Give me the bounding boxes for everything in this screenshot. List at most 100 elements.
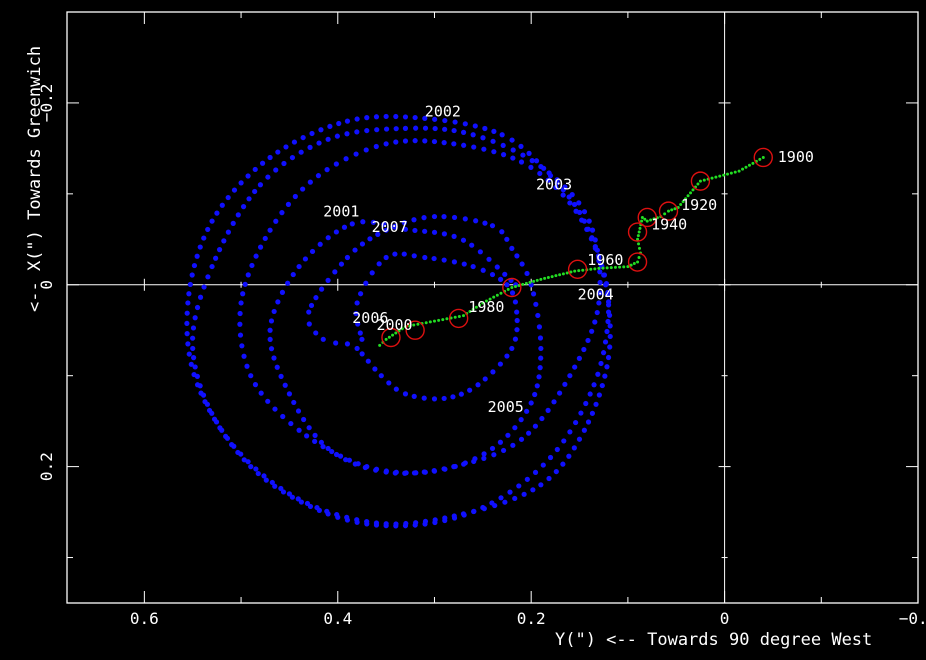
polar-motion-point	[504, 282, 510, 288]
secular-drift-point	[474, 305, 478, 309]
polar-motion-point	[184, 331, 190, 337]
polar-motion-point	[518, 143, 524, 149]
polar-motion-point	[502, 271, 508, 277]
polar-motion-point	[554, 180, 560, 186]
x-tick-label: −0.2	[899, 609, 926, 628]
polar-motion-point	[451, 141, 457, 147]
polar-motion-point	[197, 244, 203, 250]
polar-motion-point	[313, 295, 319, 301]
polar-motion-point	[451, 214, 458, 221]
polar-motion-point	[536, 374, 542, 380]
polar-motion-point	[393, 139, 399, 145]
year-label: 2001	[323, 203, 359, 221]
polar-motion-point	[237, 332, 244, 338]
polar-motion-point	[383, 254, 389, 261]
polar-motion-point	[269, 479, 275, 486]
secular-drift-point	[573, 269, 577, 273]
polar-motion-point	[536, 324, 543, 330]
secular-drift-point	[636, 234, 640, 238]
secular-drift-point	[593, 267, 597, 271]
polar-motion-point	[477, 249, 483, 255]
polar-motion-point	[186, 291, 192, 297]
polar-motion-point	[481, 455, 487, 461]
secular-drift-point	[457, 314, 461, 318]
polar-motion-point	[402, 138, 409, 144]
polar-motion-point	[285, 280, 291, 286]
polar-motion-point	[202, 399, 208, 405]
polar-motion-point	[505, 432, 511, 438]
polar-motion-point	[302, 256, 309, 262]
polar-motion-point	[607, 333, 613, 340]
polar-motion-point	[301, 416, 307, 423]
polar-motion-point	[510, 147, 516, 153]
secular-drift-point	[744, 165, 748, 169]
polar-motion-point	[383, 126, 390, 132]
secular-drift-point	[663, 212, 667, 216]
epoch-marker	[502, 277, 522, 298]
x-axis-label: Y(") <-- Towards 90 degree West	[555, 630, 872, 650]
polar-motion-point	[393, 469, 399, 475]
polar-motion-point	[325, 511, 331, 517]
polar-motion-point	[239, 343, 245, 349]
polar-motion-point	[432, 116, 438, 122]
polar-motion-point	[334, 133, 340, 139]
polar-motion-point	[537, 365, 543, 371]
polar-motion-point	[560, 461, 566, 467]
polar-motion-point	[241, 457, 247, 463]
polar-motion-point	[431, 396, 438, 402]
y-tick-label: −0.2	[37, 84, 56, 123]
polar-motion-point	[500, 447, 507, 454]
polar-motion-point	[273, 218, 279, 224]
polar-motion-point	[240, 204, 247, 210]
secular-drift-point	[589, 267, 593, 271]
polar-motion-point	[213, 255, 219, 261]
polar-motion-point	[588, 236, 594, 242]
polar-motion-point	[312, 432, 318, 438]
polar-motion-point	[285, 201, 292, 207]
polar-motion-point	[526, 430, 532, 436]
polar-motion-point	[586, 218, 592, 224]
secular-drift-point	[554, 274, 558, 278]
polar-motion-point	[403, 470, 409, 476]
secular-drift-point	[581, 268, 585, 272]
secular-drift-point	[601, 266, 605, 270]
polar-motion-point	[497, 276, 504, 282]
secular-drift-point	[412, 323, 416, 327]
polar-motion-point	[291, 139, 298, 145]
secular-drift-point	[506, 287, 510, 291]
polar-motion-point	[567, 200, 573, 206]
polar-motion-point	[581, 346, 587, 353]
x-tick-label: 0	[720, 609, 730, 628]
polar-motion-point	[469, 242, 475, 248]
tick-labels: 0.6 0.4 0.2 0 −0.2 −0.2 0 0.2	[37, 84, 926, 628]
secular-drift-point	[702, 178, 706, 182]
polar-motion-point	[514, 253, 520, 259]
secular-drift-point	[561, 272, 565, 276]
secular-drift-point	[432, 319, 436, 323]
secular-drift-point	[673, 207, 677, 211]
polar-motion-point	[518, 417, 524, 423]
secular-drift-point	[622, 265, 626, 269]
polar-motion-point	[422, 254, 428, 261]
polar-motion-point	[279, 210, 285, 216]
polar-motion-point	[359, 241, 366, 247]
secular-drift-point	[686, 194, 690, 198]
polar-motion-point	[585, 419, 592, 425]
polar-motion-point	[344, 131, 350, 137]
polar-motion-point	[198, 390, 204, 396]
polar-motion-point	[307, 503, 314, 510]
polar-motion-point	[185, 300, 191, 306]
polar-motion-point	[307, 179, 313, 185]
polar-motion-point	[278, 373, 284, 379]
polar-motion-point	[205, 226, 211, 233]
epoch-marker	[690, 171, 711, 191]
polar-motion-point	[462, 460, 468, 466]
polar-motion-point	[364, 464, 370, 470]
polar-motion-point	[335, 514, 341, 520]
secular-drift-point	[481, 301, 485, 305]
polar-motion-point	[490, 369, 496, 375]
x-tick-label: 0.6	[130, 609, 159, 628]
polar-motion-point	[486, 256, 492, 262]
polar-motion-point	[237, 321, 243, 327]
epoch-marker	[627, 222, 648, 242]
